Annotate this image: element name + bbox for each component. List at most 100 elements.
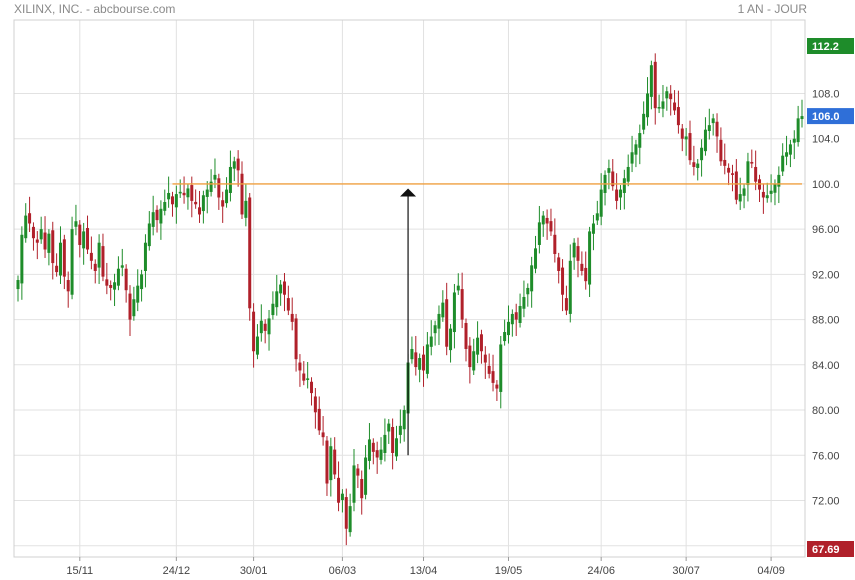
chart-title: XILINX, INC. - abcbourse.com (14, 2, 176, 16)
candle-body (788, 144, 792, 155)
candle-body (209, 181, 213, 192)
candle-body (425, 344, 429, 374)
candle-body (282, 281, 286, 295)
candle-body (205, 189, 209, 197)
candle-body (634, 144, 638, 155)
candle-body (329, 446, 333, 481)
candle-body (545, 217, 549, 224)
candle-body (352, 465, 356, 503)
candle-body (580, 263, 584, 271)
candle-body (506, 321, 510, 336)
candle-body (452, 292, 456, 333)
candle-body (599, 189, 603, 217)
candle-body (147, 223, 151, 247)
candle-body (35, 239, 39, 243)
candle-body (93, 263, 97, 271)
candle-body (503, 332, 507, 342)
candle-body (271, 303, 275, 316)
candle-body (263, 323, 267, 331)
candle-body (707, 125, 711, 132)
candle-body (796, 118, 800, 143)
candle-body (225, 189, 229, 204)
candle-body (394, 438, 398, 457)
y-tick-label: 76.00 (812, 450, 840, 462)
candle-body (449, 328, 453, 351)
candle-body (595, 213, 599, 221)
candle-body (66, 280, 70, 292)
candle-body (298, 362, 302, 371)
candle-body (105, 279, 109, 286)
candle-body (325, 440, 329, 484)
candle-body (371, 442, 375, 452)
candle-body (622, 178, 626, 193)
period-label[interactable]: 1 AN - JOUR (737, 2, 807, 16)
candle-body (727, 167, 731, 173)
candle-body (321, 432, 325, 438)
grid-lines (14, 20, 805, 557)
candle-body (51, 230, 55, 264)
x-tick-label: 24/06 (587, 565, 615, 577)
candle-body (360, 478, 364, 499)
candle-body (653, 61, 657, 109)
candle-body (62, 239, 66, 277)
candle-body (703, 129, 707, 152)
candle-body (31, 226, 35, 239)
x-tick-label: 15/11 (66, 565, 93, 577)
candle-body (356, 468, 360, 476)
candle-body (213, 174, 217, 180)
candle-body (433, 325, 437, 334)
candle-body (711, 118, 715, 124)
candle-body (777, 174, 781, 187)
candle-body (333, 449, 337, 475)
x-tick-label: 13/04 (410, 565, 438, 577)
candle-body (252, 311, 256, 352)
candle-body (344, 497, 348, 529)
candle-body (198, 207, 202, 215)
candle-body (24, 215, 28, 239)
candle-body (553, 234, 557, 255)
annotations (172, 183, 802, 456)
candle-body (673, 102, 677, 111)
candle-body (364, 457, 368, 495)
candle-body (530, 265, 534, 292)
candle-body (28, 213, 32, 224)
candle-body (379, 449, 383, 460)
candle-body (692, 162, 696, 167)
y-tick-label: 104.0 (812, 134, 840, 146)
candle-body (279, 284, 283, 294)
candle-body (186, 188, 190, 198)
candle-body (657, 107, 661, 109)
candle-body (16, 280, 20, 290)
candle-body (228, 166, 232, 193)
candle-body (472, 351, 476, 371)
candle-body (738, 194, 742, 202)
candle-body (680, 128, 684, 139)
candle-body (429, 336, 433, 347)
candle-body (642, 113, 646, 130)
candle-body (626, 166, 630, 182)
candle-body (244, 200, 248, 218)
candle-body (128, 293, 132, 320)
candle-body (221, 200, 225, 207)
candle-body (43, 232, 47, 250)
x-tick-label: 24/12 (163, 565, 191, 577)
candle-body (661, 101, 665, 109)
candle-body (522, 296, 526, 309)
candle-body (460, 289, 464, 320)
candle-body (310, 381, 314, 394)
candle-body (317, 408, 321, 431)
candle-body (248, 197, 252, 309)
candle-body (464, 322, 468, 349)
badge-last (807, 108, 854, 125)
candle-body (306, 378, 310, 380)
candle-body (491, 371, 495, 383)
candle-body (541, 215, 545, 225)
candle-body (761, 191, 765, 198)
candle-body (630, 152, 634, 164)
badge-last-label: 106.0 (812, 111, 840, 123)
candle-body (178, 191, 182, 194)
candle-body (267, 318, 271, 335)
candle-body (445, 299, 449, 347)
candle-body (136, 285, 140, 303)
